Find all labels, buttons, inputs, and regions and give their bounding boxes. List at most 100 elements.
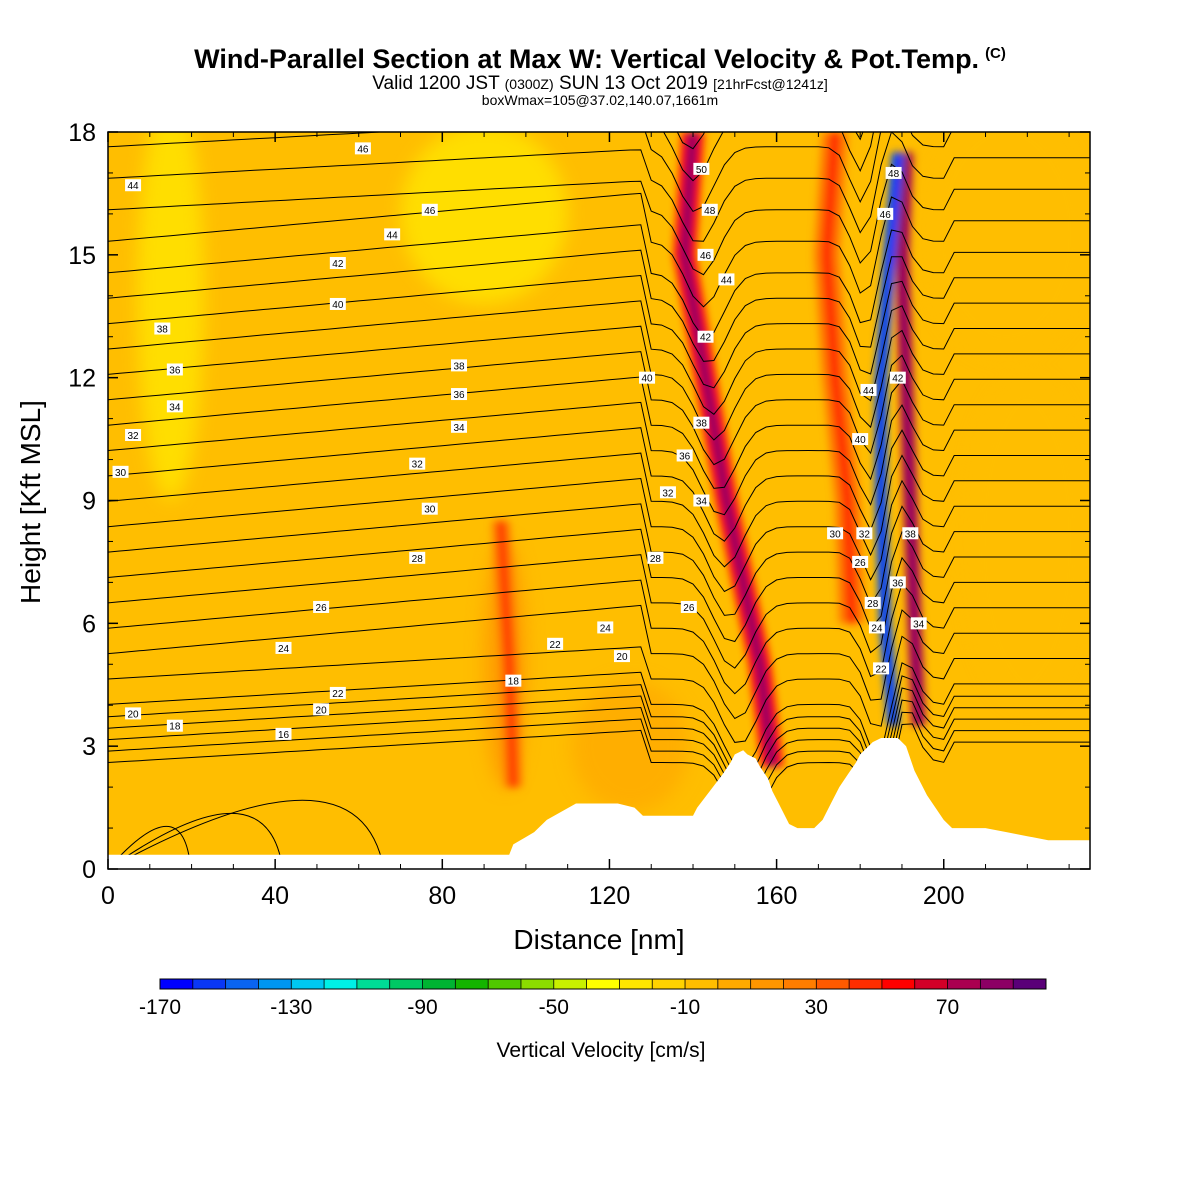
contour-label: 40 [639, 371, 656, 385]
contour-label: 24 [597, 621, 614, 634]
chart-subtitle: Valid 1200 JST (0300Z) SUN 13 Oct 2019 [… [372, 73, 828, 94]
contour-label-text: 42 [700, 333, 712, 344]
contour-label: 38 [451, 359, 468, 372]
colorbar-swatch [455, 979, 489, 989]
contour-label-text: 28 [412, 554, 424, 565]
contour-label: 46 [421, 203, 438, 217]
contour-label: 32 [125, 428, 142, 442]
contour-label-bg [354, 142, 371, 155]
theta-contour [108, 687, 1090, 794]
contour-label: 38 [693, 416, 710, 430]
contour-label-text: 32 [128, 431, 140, 442]
contour-label-bg [505, 674, 522, 687]
field-blobs [137, 132, 1090, 812]
colorbar-swatch [619, 979, 653, 989]
contour-label-text: 36 [169, 365, 181, 376]
contour-label-bg [451, 420, 468, 433]
colorbar-swatch [258, 979, 292, 989]
contour-label-text: 38 [696, 419, 708, 430]
colorbar-swatch [389, 979, 424, 989]
y-tick-label: 12 [68, 365, 96, 393]
colorbar-swatch [849, 979, 883, 989]
theta-contour [108, 325, 1090, 441]
contour-label: 36 [676, 449, 693, 462]
contour-label-bg [275, 727, 292, 740]
contour-label-bg [451, 388, 468, 401]
contour-label-text: 16 [278, 730, 290, 741]
x-tick-label: 80 [428, 882, 456, 910]
x-tick-label: 200 [923, 882, 965, 910]
contour-label-bg [313, 703, 330, 716]
contour-label-text: 20 [616, 652, 628, 663]
w-band-core [878, 152, 901, 726]
contour-label-bg [864, 596, 881, 609]
colorbar-swatch [685, 979, 719, 989]
theta-contour [108, 528, 1090, 643]
contour-label: 48 [885, 166, 902, 180]
colorbar-swatch [816, 979, 850, 989]
contour-label-bg [852, 555, 869, 568]
contour-label-text: 20 [316, 705, 328, 716]
theta-contour [108, 723, 1090, 829]
contour-label-bg [166, 363, 183, 376]
contour-label: 24 [868, 621, 885, 634]
contour-label-bg [693, 162, 710, 175]
contour-label-text: 36 [892, 578, 904, 589]
contour-label-bg [873, 662, 890, 675]
contour-label: 34 [693, 494, 710, 508]
contour-label-bg [329, 257, 346, 270]
contour-label-bg [166, 400, 183, 413]
contour-label: 30 [827, 527, 844, 540]
contour-label-bg [701, 203, 718, 216]
contour-label: 36 [451, 388, 468, 401]
contour-label-text: 30 [115, 468, 127, 479]
contour-label-bg [451, 359, 468, 372]
contour-label: 42 [889, 371, 906, 385]
colorbar-tick-label: -90 [407, 996, 437, 1019]
contour-label-bg [860, 383, 877, 396]
contour-label-bg [384, 228, 401, 241]
theta-contour [108, 0, 1090, 23]
contour-label: 24 [275, 641, 292, 655]
contour-label: 44 [718, 273, 735, 286]
colorbar-swatch [488, 979, 522, 989]
theta-contour [108, 675, 1090, 783]
contour-label: 32 [409, 457, 426, 471]
contour-label-bg [827, 527, 844, 540]
contour-label: 34 [166, 400, 183, 413]
colorbar-frame [159, 978, 1047, 990]
colorbar-swatch [586, 979, 620, 989]
contour-label: 16 [275, 727, 292, 741]
y-axis-label: Height [Kft MSL] [15, 400, 46, 604]
contour-label-text: 30 [830, 529, 842, 540]
contour-label: 22 [329, 686, 346, 700]
contour-label-bg [125, 428, 142, 441]
contour-label-text: 50 [696, 165, 708, 176]
colorbar-tick-label: -130 [270, 996, 312, 1019]
field-blob [400, 132, 568, 304]
contour-label-text: 46 [424, 206, 436, 217]
contour-label-bg [877, 207, 894, 220]
contour-label-bg [547, 637, 564, 650]
contour-label-bg [166, 719, 183, 732]
y-tick-label: 9 [82, 488, 96, 516]
contour-label: 22 [547, 637, 564, 651]
contour-label: 46 [697, 248, 714, 262]
contour-label-text: 34 [453, 423, 465, 434]
contour-label-text: 42 [892, 374, 904, 385]
colorbar-swatch [356, 979, 391, 989]
contour-label-text: 24 [871, 623, 883, 634]
colorbar-swatch [160, 979, 194, 989]
contour-label-text: 32 [412, 460, 424, 471]
colorbar-tick-label: 30 [805, 996, 828, 1019]
contour-label-text: 48 [704, 206, 716, 217]
colorbar-swatch [881, 979, 916, 989]
contour-label-text: 20 [128, 709, 140, 720]
contour-label: 34 [910, 617, 927, 630]
contour-label-bg [112, 465, 129, 478]
contour-label-text: 46 [880, 210, 892, 221]
theta-contour [108, 662, 1090, 769]
contour-label-bg [680, 600, 697, 613]
terrain-mask [108, 738, 1090, 869]
